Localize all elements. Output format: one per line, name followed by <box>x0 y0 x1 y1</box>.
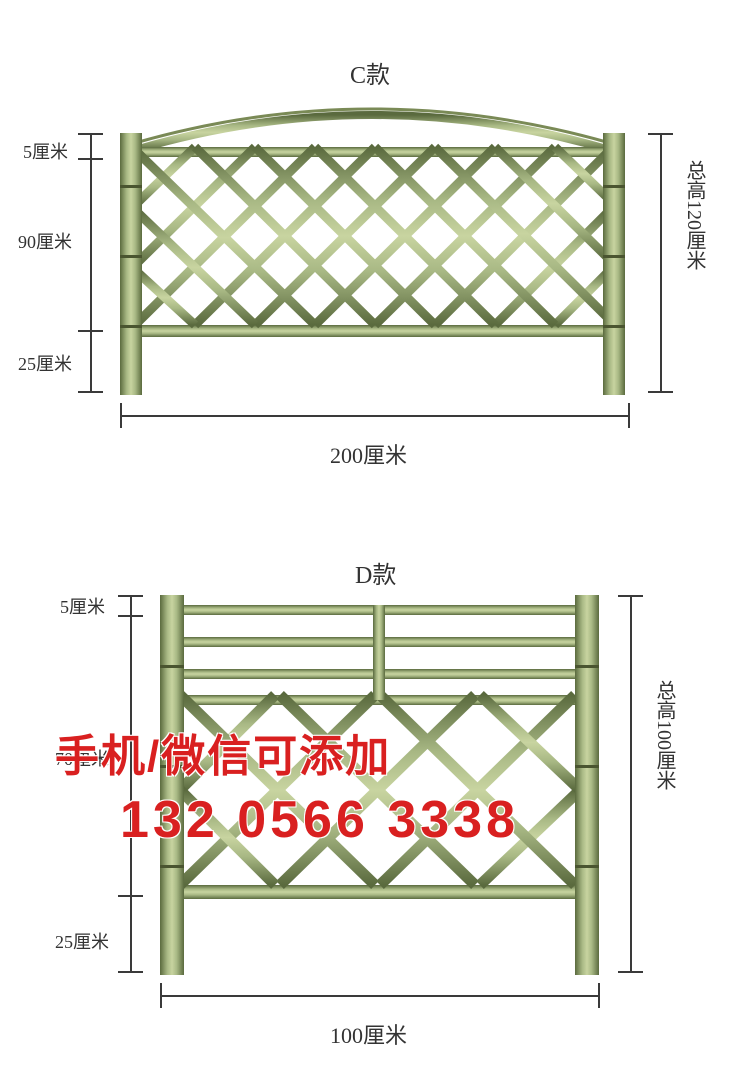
dim-tick <box>118 895 143 897</box>
dim-tick <box>648 391 673 393</box>
dim-tick <box>120 403 122 428</box>
dim-d-height: 总高100厘米 <box>650 680 679 790</box>
overlay-line2: 132 0566 3338 <box>120 790 519 850</box>
dim-tick <box>118 595 143 597</box>
dim-line <box>160 995 600 997</box>
diagram-d-title: D款 <box>355 555 396 590</box>
overlay-line1: 手机/微信可添加 <box>55 720 391 784</box>
dim-tick <box>78 133 103 135</box>
dim-d-top: 5厘米 <box>60 593 105 619</box>
dim-line <box>660 133 662 393</box>
dim-c-top: 5厘米 <box>23 138 68 164</box>
dim-c-mid: 90厘米 <box>18 228 72 254</box>
dim-line <box>130 595 132 973</box>
dim-tick <box>618 595 643 597</box>
dim-tick <box>160 983 162 1008</box>
dim-line <box>90 133 92 393</box>
dim-tick <box>118 615 143 617</box>
diagram-c-title: C款 <box>350 55 390 90</box>
diagram-c-fence <box>100 95 645 395</box>
dim-tick <box>78 330 103 332</box>
diagram-c: C款 <box>0 0 750 520</box>
dim-c-height: 总高120厘米 <box>680 160 709 270</box>
dim-tick <box>78 391 103 393</box>
dim-tick <box>78 158 103 160</box>
dim-c-bot: 25厘米 <box>18 350 72 376</box>
diagram-d-fence <box>145 595 615 975</box>
dim-line <box>630 595 632 973</box>
dim-tick <box>628 403 630 428</box>
dim-line <box>120 415 630 417</box>
dim-c-width: 200厘米 <box>330 438 407 470</box>
dim-tick <box>598 983 600 1008</box>
dim-tick <box>618 971 643 973</box>
dim-tick <box>118 971 143 973</box>
dim-tick <box>648 133 673 135</box>
dim-d-width: 100厘米 <box>330 1018 407 1050</box>
dim-d-bot: 25厘米 <box>55 928 109 954</box>
